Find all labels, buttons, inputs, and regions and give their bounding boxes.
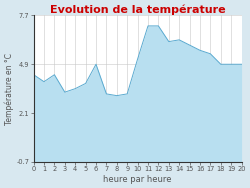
- X-axis label: heure par heure: heure par heure: [103, 175, 172, 184]
- Y-axis label: Température en °C: Température en °C: [4, 53, 14, 125]
- Title: Evolution de la température: Evolution de la température: [50, 4, 226, 15]
